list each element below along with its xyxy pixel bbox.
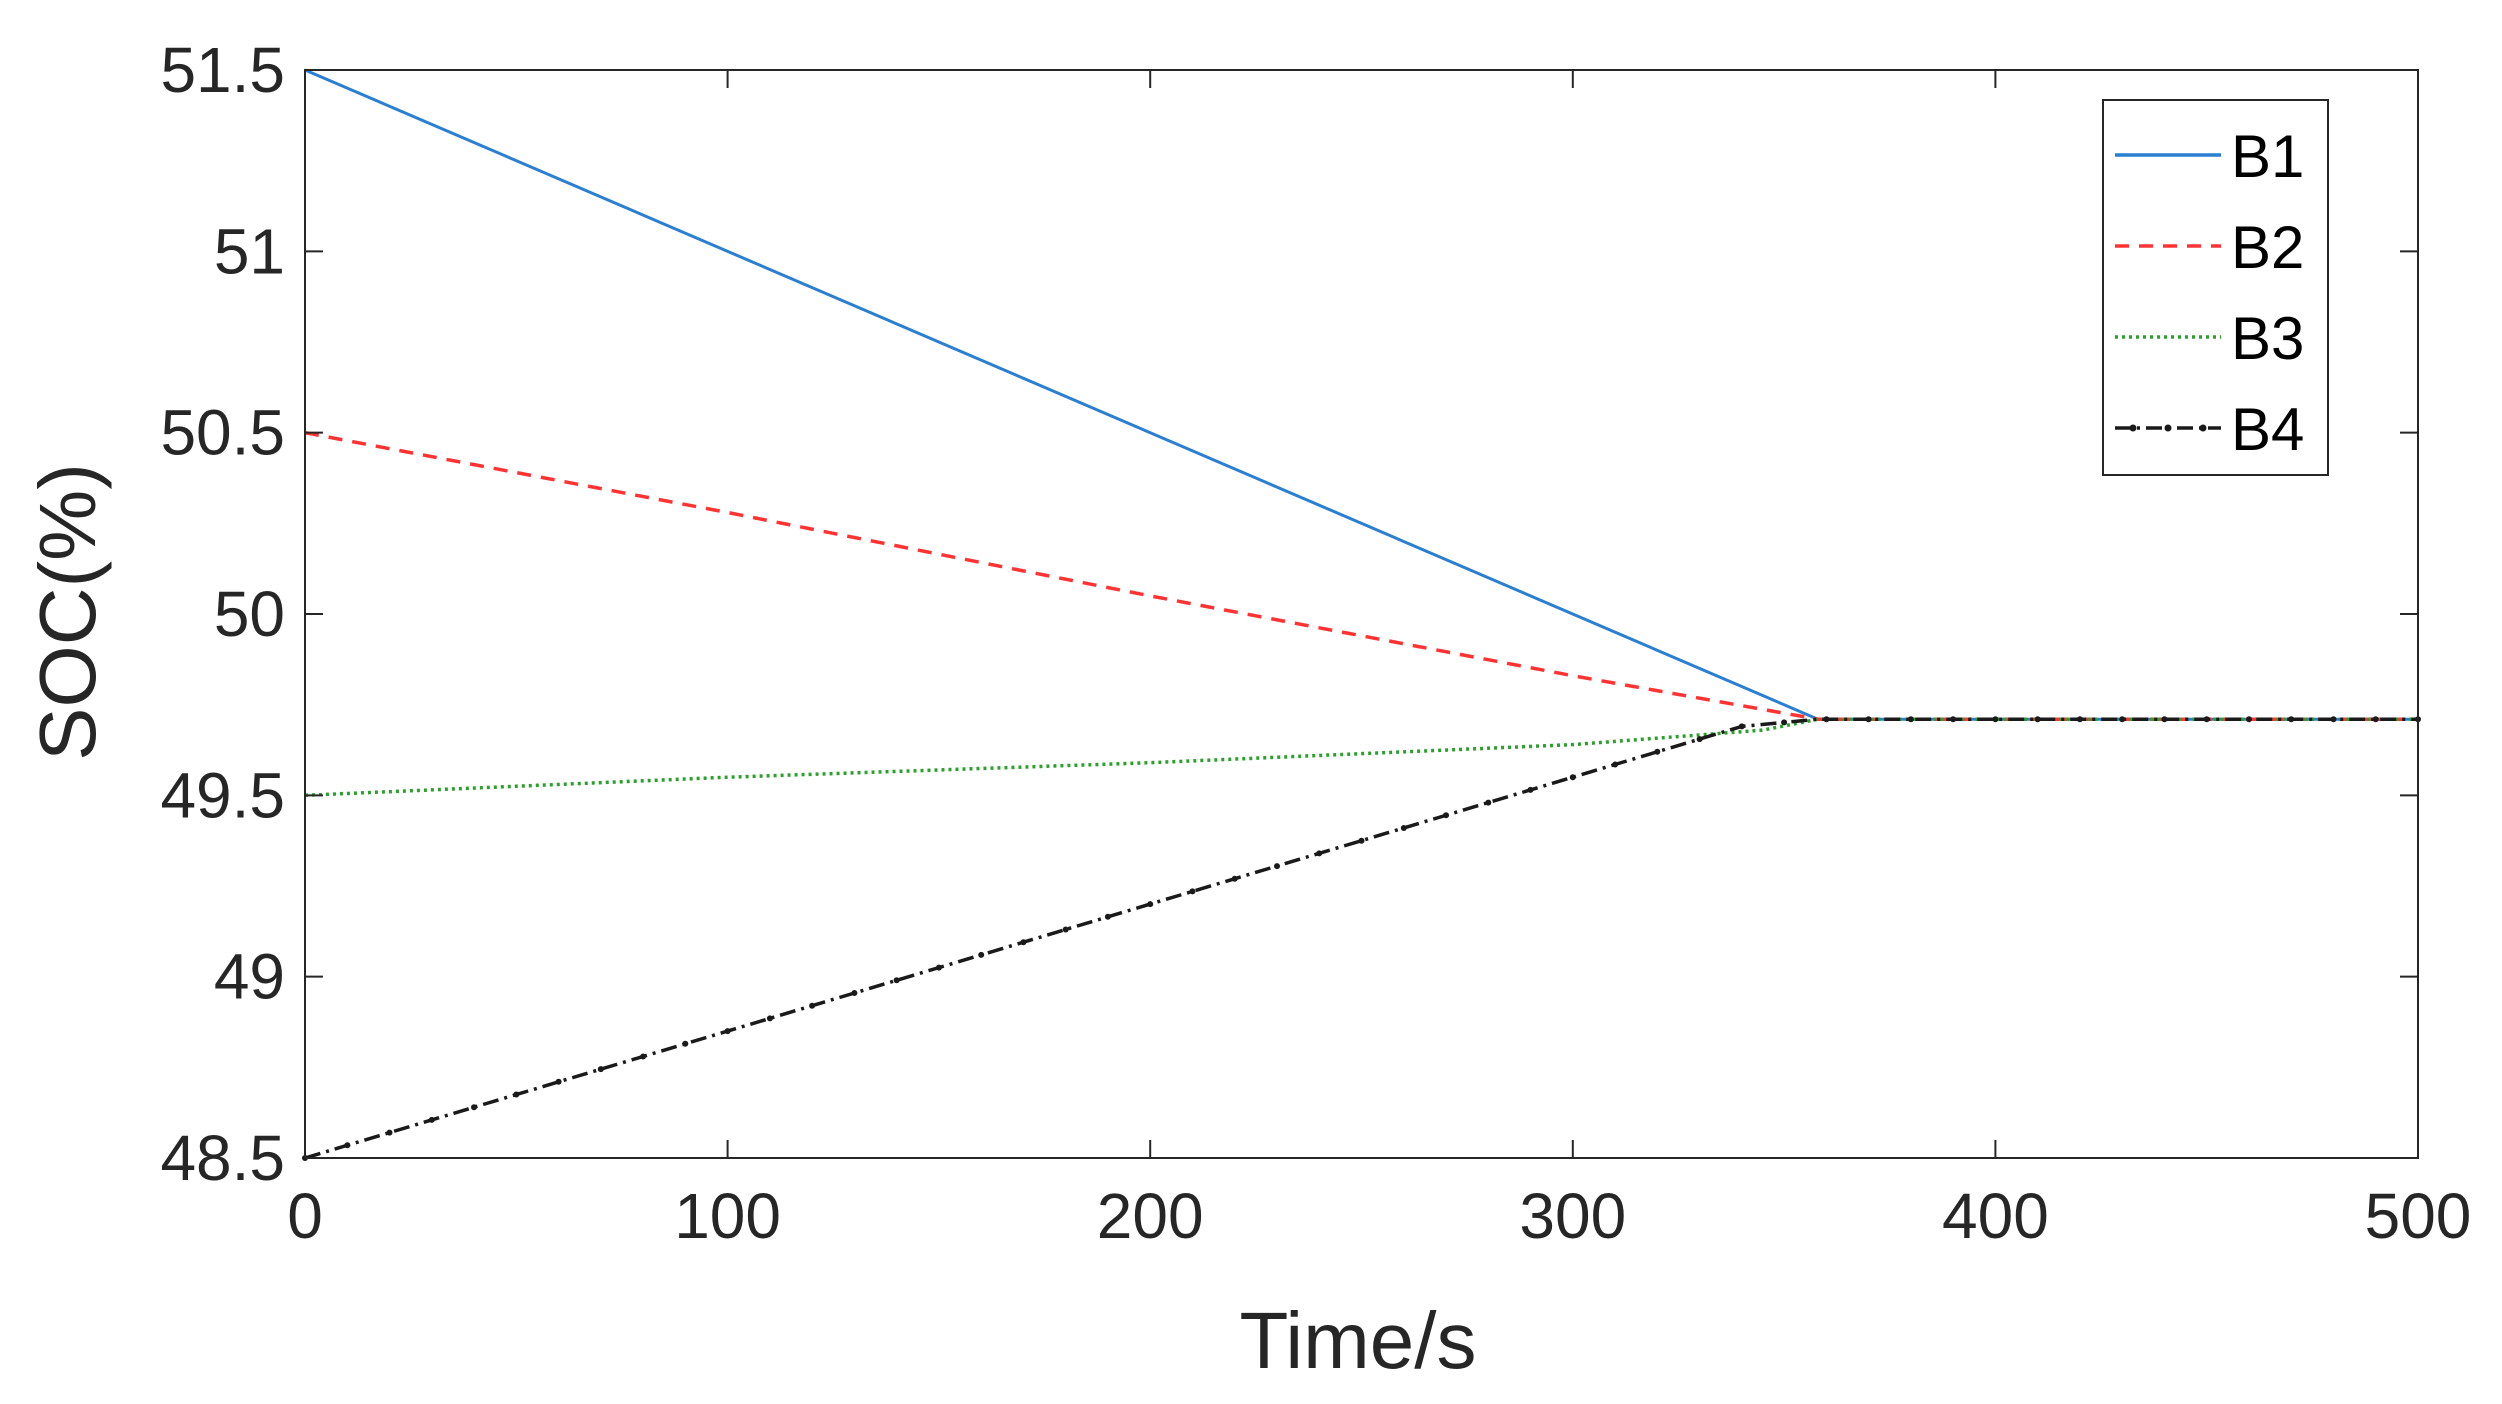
- legend: B1 B2 B3 B4: [2102, 99, 2329, 476]
- series-point-b4: [724, 1028, 731, 1035]
- legend-label-b4: B4: [2231, 396, 2304, 463]
- series-point-b4: [809, 1002, 816, 1009]
- x-tick-label: 0: [287, 1180, 323, 1252]
- plot-area: [305, 70, 2418, 1158]
- series-point-b4: [1316, 850, 1323, 857]
- series-point-b4: [1696, 736, 1703, 743]
- series-point-b4: [2288, 716, 2295, 723]
- series-point-b4: [1992, 716, 1999, 723]
- series-point-b4: [344, 1142, 351, 1149]
- series-point-b4: [935, 964, 942, 971]
- series-point-b4: [513, 1091, 520, 1098]
- series-point-b4: [2076, 716, 2083, 723]
- series-point-b4: [1612, 761, 1619, 768]
- series-point-b4: [2246, 716, 2252, 723]
- series-point-b4: [1062, 926, 1069, 933]
- series-point-b4: [2161, 716, 2168, 723]
- series-point-b4: [597, 1066, 604, 1073]
- series-point-b4: [1400, 825, 1407, 831]
- series-point-b4: [555, 1078, 562, 1085]
- series-point-b4: [893, 977, 900, 984]
- series-point-b4: [2119, 716, 2126, 723]
- series-point-b4: [1104, 913, 1111, 920]
- y-tick-label: 51.5: [160, 34, 285, 106]
- series-point-b4: [1527, 786, 1534, 793]
- legend-marker-b4: [2164, 424, 2172, 432]
- y-tick-label: 50: [214, 578, 285, 650]
- legend-marker-b4: [2199, 424, 2207, 432]
- series-point-b4: [1020, 939, 1027, 946]
- plot-background: [305, 70, 2418, 1158]
- x-tick-label: 100: [674, 1180, 781, 1252]
- series-point-b4: [640, 1053, 647, 1060]
- series-line-b3: [304, 717, 2418, 798]
- series-point-b4: [428, 1116, 435, 1123]
- series-point-b4: [766, 1015, 773, 1022]
- legend-label-b1: B1: [2231, 123, 2304, 190]
- series-point-b4: [682, 1040, 689, 1047]
- series-point-b4: [2203, 716, 2210, 723]
- series-point-b4: [1147, 901, 1154, 908]
- y-axis-label: SOC(%): [23, 463, 112, 761]
- series-point-b4: [1865, 716, 1872, 723]
- series-point-b4: [1443, 812, 1449, 819]
- series-point-b4: [851, 990, 858, 996]
- series-point-b4: [1485, 799, 1492, 806]
- series-point-b4: [1907, 716, 1914, 723]
- series-point-b4: [1950, 716, 1957, 723]
- x-tick-label: 200: [1097, 1180, 1204, 1252]
- y-tick-label: 50.5: [160, 397, 285, 469]
- series-point-b4: [2034, 716, 2041, 723]
- series-point-b4: [1569, 774, 1576, 781]
- series-point-b4: [978, 951, 985, 958]
- series-point-b4: [1274, 863, 1280, 870]
- series-point-b4: [1358, 837, 1365, 844]
- x-tick-label: 500: [2365, 1180, 2472, 1252]
- y-axis-ticks: 48.5 49 49.5 50 50.5 51 51.5: [160, 34, 2418, 1194]
- series-point-b4: [2330, 716, 2337, 723]
- y-tick-label: 49.5: [160, 759, 285, 831]
- series-point-b4: [1654, 748, 1661, 755]
- x-axis-label: Time/s: [1239, 1296, 1476, 1385]
- legend-label-b3: B3: [2231, 305, 2304, 372]
- series-point-b4: [1823, 716, 1830, 723]
- x-axis-ticks: 0 100 200 300 400 500: [287, 70, 2471, 1252]
- series-point-b4: [386, 1129, 393, 1136]
- series-point-b4: [471, 1104, 477, 1111]
- legend-marker-b4: [2129, 424, 2137, 432]
- series-point-b4: [1781, 719, 1788, 726]
- series-point-b4: [2372, 716, 2379, 723]
- x-tick-label: 400: [1942, 1180, 2049, 1252]
- series-layer: [302, 68, 2421, 1161]
- series-point-b4: [1189, 888, 1196, 895]
- y-tick-label: 51: [214, 215, 285, 287]
- y-tick-label: 48.5: [160, 1122, 285, 1194]
- x-tick-label: 300: [1519, 1180, 1626, 1252]
- y-tick-label: 49: [214, 941, 285, 1013]
- legend-label-b2: B2: [2231, 214, 2304, 281]
- legend-box: [2102, 99, 2329, 476]
- series-point-b4: [1738, 723, 1745, 730]
- series-point-b4: [1231, 875, 1238, 882]
